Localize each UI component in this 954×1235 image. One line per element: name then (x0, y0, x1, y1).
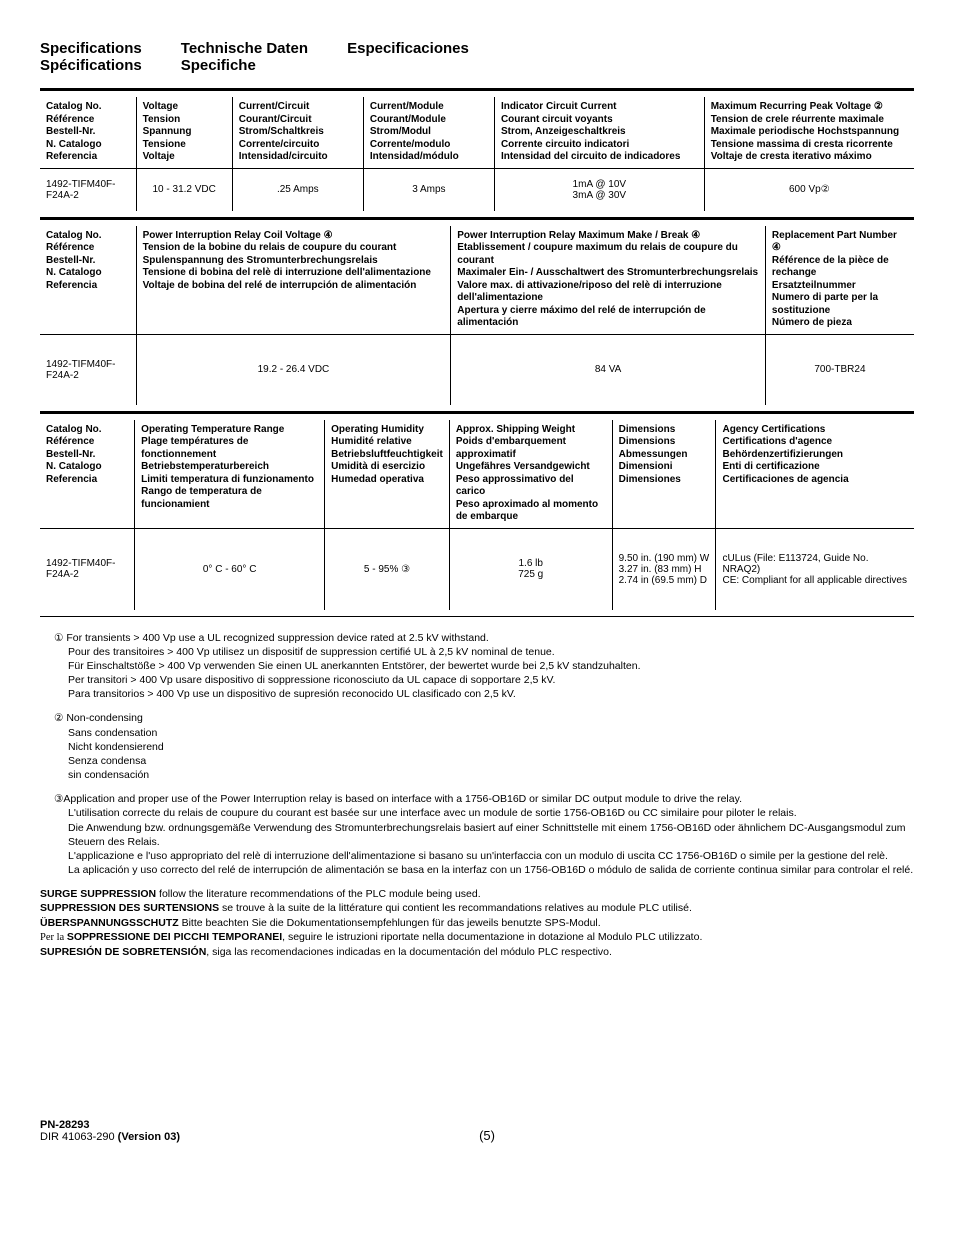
hdr-opTemp: Operating Temperature RangePlage tempéra… (141, 424, 318, 512)
cell-dims: 9.50 in. (190 mm) W3.27 in. (83 mm) H2.7… (612, 528, 716, 610)
hdr-peakV: Maximum Recurring Peak Voltage ②Tension … (711, 101, 908, 164)
page-footer: PN-28293 DIR 41063-290 (Version 03) (5) (40, 1119, 914, 1143)
footer-left: PN-28293 DIR 41063-290 (Version 03) (40, 1119, 180, 1143)
hdr-replPart: Replacement Part Number ④Référence de la… (772, 230, 908, 330)
hdr-curCircuit: Current/CircuitCourant/CircuitStrom/Scha… (239, 101, 357, 164)
cell-shipWt: 1.6 lb725 g (449, 528, 612, 610)
cell-curModule: 3 Amps (363, 168, 494, 211)
cell-peakV: 600 Vp② (704, 168, 914, 211)
hdr-makeBreak: Power Interruption Relay Maximum Make / … (457, 230, 759, 330)
note-2: ② Non-condensing Sans condensation Nicht… (40, 711, 914, 782)
spec-table-2: Catalog No.RéférenceBestell-Nr.N. Catalo… (40, 226, 914, 405)
title-en: Specifications (40, 40, 142, 57)
hdr-voltage: VoltageTensionSpannungTensioneVoltaje (143, 101, 226, 164)
cell-cert: cULus (File: E113724, Guide No. NRAQ2)CE… (716, 528, 914, 610)
hdr-catalog2: Catalog No.RéférenceBestell-Nr.N. Catalo… (46, 230, 130, 293)
spec-table-1: Catalog No.RéférenceBestell-Nr.N. Catalo… (40, 97, 914, 211)
cell-voltage: 10 - 31.2 VDC (136, 168, 232, 211)
title-es: Especificaciones (347, 40, 469, 57)
title-it: Specifiche (181, 57, 256, 74)
spec-table-3: Catalog No.RéférenceBestell-Nr.N. Catalo… (40, 420, 914, 610)
cell-opHum: 5 - 95% ③ (325, 528, 450, 610)
cell-catalog2: 1492-TIFM40F-F24A-2 (40, 334, 136, 405)
section-title-row: Specifications Technische Daten Especifi… (40, 40, 914, 74)
footnotes: ① For transients > 400 Vp use a UL recog… (40, 631, 914, 960)
hdr-cert: Agency CertificationsCertifications d'ag… (722, 424, 908, 487)
footer-page-number: (5) (479, 1128, 495, 1143)
note-1: ① For transients > 400 Vp use a UL recog… (40, 631, 914, 702)
hdr-catalog3: Catalog No.RéférenceBestell-Nr.N. Catalo… (46, 424, 128, 487)
surge-suppression: SURGE SUPPRESSION follow the literature … (40, 887, 914, 959)
hdr-dims: DimensionsDimensionsAbmessungenDimension… (619, 424, 710, 487)
cell-indCur: 1mA @ 10V3mA @ 30V (494, 168, 704, 211)
cell-catalog: 1492-TIFM40F-F24A-2 (40, 168, 136, 211)
cell-catalog3: 1492-TIFM40F-F24A-2 (40, 528, 135, 610)
hdr-shipWt: Approx. Shipping WeightPoids d'embarquem… (456, 424, 606, 524)
title-de: Technische Daten (181, 40, 308, 57)
cell-replPart: 700-TBR24 (765, 334, 914, 405)
hdr-opHum: Operating HumidityHumidité relativeBetri… (331, 424, 443, 487)
cell-makeBreak: 84 VA (451, 334, 766, 405)
cell-opTemp: 0° C - 60° C (135, 528, 325, 610)
note-3: ③Application and proper use of the Power… (40, 792, 914, 877)
cell-curCircuit: .25 Amps (232, 168, 363, 211)
hdr-curModule: Current/ModuleCourant/ModuleStrom/ModulC… (370, 101, 488, 164)
hdr-catalog: Catalog No.RéférenceBestell-Nr.N. Catalo… (46, 101, 130, 164)
title-fr: Spécifications (40, 57, 142, 74)
hdr-indCur: Indicator Circuit CurrentCourant circuit… (501, 101, 698, 164)
cell-coilV: 19.2 - 26.4 VDC (136, 334, 451, 405)
hdr-coilV: Power Interruption Relay Coil Voltage ④T… (143, 230, 445, 293)
